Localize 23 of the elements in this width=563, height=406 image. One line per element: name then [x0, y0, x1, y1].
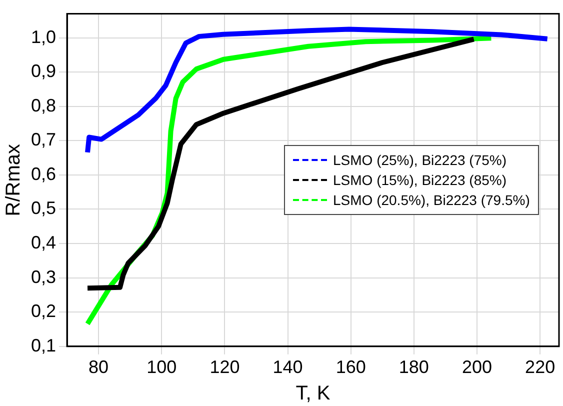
legend-label: LSMO (25%), Bi2223 (75%): [333, 151, 507, 170]
y-tick-label: 0,4: [30, 232, 56, 253]
x-tick-label: 80: [88, 357, 109, 378]
x-axis-title: T, K: [296, 382, 331, 405]
y-tick-label: 0,9: [30, 61, 56, 82]
y-tick-label: 0,2: [30, 301, 56, 322]
y-tick-label: 0,3: [30, 266, 56, 287]
y-axis-title: R/Rmax: [2, 144, 25, 216]
x-tick-label: 120: [210, 357, 240, 378]
y-tick-label: 0,8: [30, 95, 56, 116]
y-tick-label: 0,1: [30, 335, 56, 356]
legend-label: LSMO (20.5%), Bi2223 (79.5%): [333, 191, 530, 210]
x-tick-label: 160: [336, 357, 366, 378]
x-tick-label: 140: [272, 357, 303, 378]
x-tick-label: 180: [398, 357, 429, 378]
x-tick-label: 200: [462, 357, 492, 378]
x-tick-label: 220: [525, 357, 556, 378]
legend-label: LSMO (15%), Bi2223 (85%): [333, 171, 507, 190]
y-tick-label: 0,6: [30, 164, 56, 184]
y-tick-label: 1,0: [30, 26, 56, 47]
x-tick-label: 100: [146, 357, 177, 378]
y-tick-label: 0,7: [30, 130, 56, 150]
y-tick-label: 0,5: [30, 198, 56, 218]
